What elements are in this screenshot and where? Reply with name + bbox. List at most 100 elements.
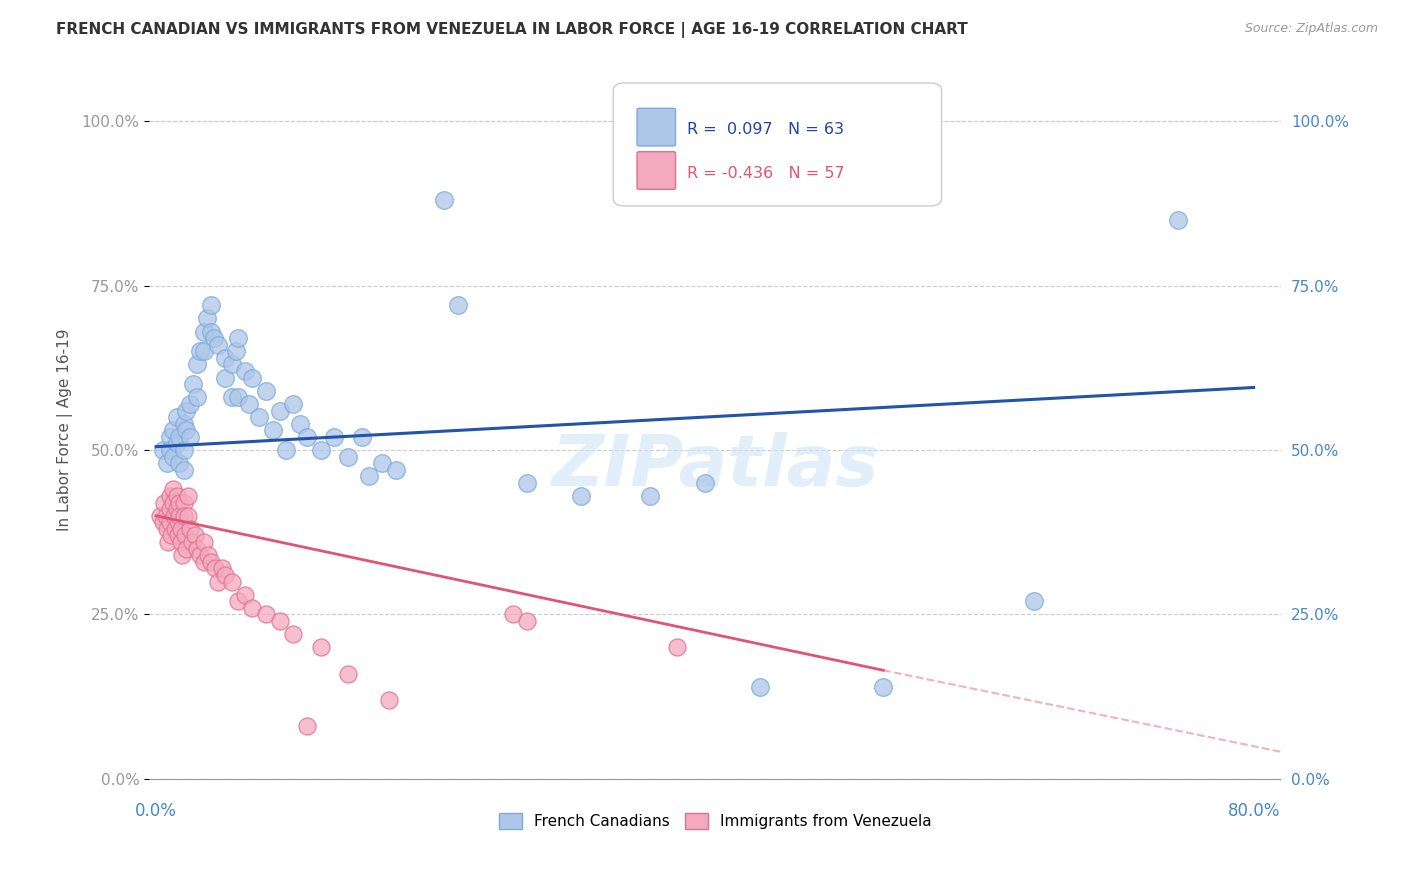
Point xyxy=(155,508,177,523)
Point xyxy=(515,614,537,628)
Point xyxy=(447,298,470,312)
Point xyxy=(214,351,236,365)
Point xyxy=(159,516,181,530)
Point xyxy=(169,508,191,523)
Point xyxy=(174,541,197,556)
Point xyxy=(193,535,215,549)
Point xyxy=(221,574,243,589)
Text: Source: ZipAtlas.com: Source: ZipAtlas.com xyxy=(1244,22,1378,36)
FancyBboxPatch shape xyxy=(637,108,675,146)
Point xyxy=(233,588,256,602)
Point xyxy=(183,528,205,542)
Point xyxy=(283,397,305,411)
Point xyxy=(502,607,524,622)
Point xyxy=(207,574,229,589)
Point xyxy=(269,614,291,628)
Point xyxy=(167,516,190,530)
Point xyxy=(186,358,208,372)
Point xyxy=(228,331,250,345)
Point xyxy=(180,535,202,549)
Point xyxy=(172,548,194,562)
Point xyxy=(350,430,373,444)
Point xyxy=(240,370,263,384)
Point xyxy=(186,541,208,556)
Point xyxy=(309,640,332,655)
Point xyxy=(221,358,243,372)
Point xyxy=(173,417,195,431)
Point xyxy=(179,397,201,411)
Point xyxy=(571,489,593,503)
Point xyxy=(159,489,181,503)
Point xyxy=(748,680,770,694)
Point xyxy=(378,693,401,707)
Point xyxy=(254,607,277,622)
Point xyxy=(371,456,394,470)
Point xyxy=(179,430,201,444)
Point xyxy=(638,489,661,503)
Point xyxy=(166,436,188,450)
Legend: French Canadians, Immigrants from Venezuela: French Canadians, Immigrants from Venezu… xyxy=(492,806,938,835)
Point xyxy=(149,508,172,523)
Point xyxy=(170,522,193,536)
Point xyxy=(167,528,190,542)
Point xyxy=(153,495,176,509)
Point xyxy=(186,390,208,404)
Point xyxy=(357,469,380,483)
Point xyxy=(225,344,247,359)
Point xyxy=(152,516,174,530)
Point xyxy=(337,450,360,464)
Text: ZIPatlas: ZIPatlas xyxy=(551,432,879,501)
Point xyxy=(159,502,181,516)
Point xyxy=(152,442,174,457)
Point xyxy=(240,600,263,615)
Point xyxy=(159,442,181,457)
Point xyxy=(193,555,215,569)
Point xyxy=(173,495,195,509)
Point xyxy=(228,594,250,608)
Point xyxy=(195,311,218,326)
Point xyxy=(515,475,537,490)
Point xyxy=(207,337,229,351)
Point xyxy=(160,528,183,542)
Point xyxy=(228,390,250,404)
Point xyxy=(276,442,298,457)
Point xyxy=(156,456,179,470)
Point xyxy=(170,535,193,549)
Point xyxy=(162,450,184,464)
Point xyxy=(295,719,318,733)
Point xyxy=(666,640,689,655)
Point xyxy=(173,508,195,523)
Y-axis label: In Labor Force | Age 16-19: In Labor Force | Age 16-19 xyxy=(58,329,73,532)
Point xyxy=(233,364,256,378)
Point xyxy=(309,442,332,457)
Text: R = -0.436   N = 57: R = -0.436 N = 57 xyxy=(688,166,845,181)
Point xyxy=(159,430,181,444)
Point xyxy=(254,384,277,398)
Point xyxy=(283,627,305,641)
Point xyxy=(200,555,222,569)
Point xyxy=(188,548,211,562)
Point xyxy=(200,298,222,312)
Point xyxy=(385,463,408,477)
Point xyxy=(238,397,260,411)
Text: R =  0.097   N = 63: R = 0.097 N = 63 xyxy=(688,122,844,136)
Point xyxy=(166,489,188,503)
Point xyxy=(197,548,219,562)
Point xyxy=(337,666,360,681)
Point xyxy=(1024,594,1046,608)
Point xyxy=(165,522,187,536)
Point xyxy=(162,495,184,509)
Point xyxy=(1167,212,1189,227)
Point xyxy=(174,528,197,542)
Point xyxy=(163,508,186,523)
FancyBboxPatch shape xyxy=(613,83,942,206)
Point xyxy=(162,483,184,497)
Point xyxy=(288,417,311,431)
Point xyxy=(169,495,191,509)
Point xyxy=(202,331,225,345)
Point xyxy=(169,430,191,444)
Point xyxy=(872,680,894,694)
Point xyxy=(295,430,318,444)
Point xyxy=(211,561,233,575)
Point xyxy=(173,463,195,477)
